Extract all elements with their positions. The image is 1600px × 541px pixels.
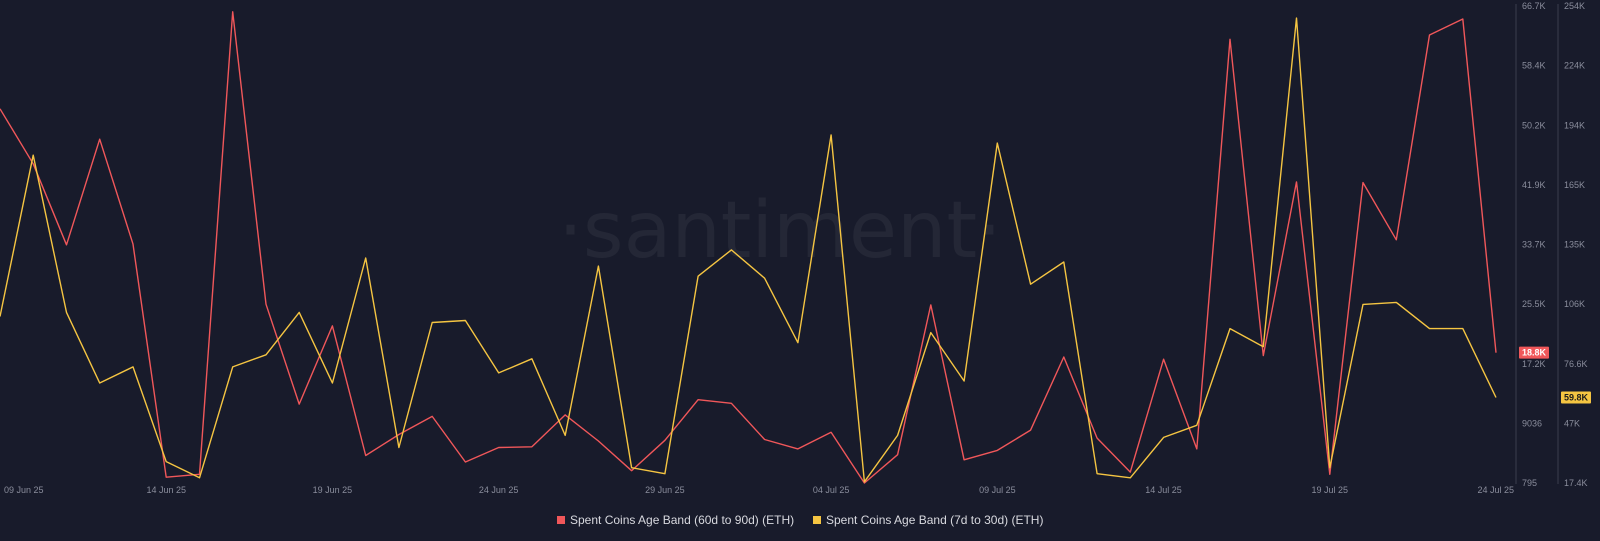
legend-label-7-30: Spent Coins Age Band (7d to 30d) (ETH): [826, 513, 1043, 527]
legend-item-60-90[interactable]: Spent Coins Age Band (60d to 90d) (ETH): [557, 513, 794, 527]
y-right-axis-ticks: 254K 224K 194K 165K 135K 106K 76.6K 47K 17.4K: [1564, 1, 1588, 488]
badge-right-bg: [1561, 391, 1591, 404]
y-right-tick-label: 135K: [1564, 240, 1585, 250]
x-tick-label: 04 Jul 25: [813, 485, 850, 495]
last-value-badges: 18.8K 59.8K: [1519, 346, 1591, 404]
y-left-tick-label: 50.2K: [1522, 120, 1546, 130]
series-line-7-30: [0, 17, 1497, 483]
y-left-tick-label: 58.4K: [1522, 61, 1546, 71]
y-left-tick-label: 9036: [1522, 418, 1542, 428]
y-left-tick-label: 25.5K: [1522, 299, 1546, 309]
series-layer: [0, 11, 1497, 484]
watermark: ·santiment·: [558, 186, 1002, 276]
y-left-tick-label: 795: [1522, 478, 1537, 488]
y-right-tick-label: 254K: [1564, 1, 1585, 11]
x-tick-label: 14 Jul 25: [1145, 485, 1182, 495]
legend-label-60-90: Spent Coins Age Band (60d to 90d) (ETH): [570, 513, 794, 527]
y-left-tick-label: 66.7K: [1522, 1, 1546, 11]
y-right-tick-label: 106K: [1564, 299, 1585, 309]
x-axis-ticks: 09 Jun 25 14 Jun 25 19 Jun 25 24 Jun 25 29 J…: [4, 485, 1514, 495]
x-tick-label: 19 Jun 25: [313, 485, 353, 495]
y-right-tick-label: 165K: [1564, 180, 1585, 190]
legend-swatch-60-90: [557, 516, 565, 524]
x-tick-label: 24 Jul 25: [1477, 485, 1514, 495]
x-tick-label: 19 Jul 25: [1312, 485, 1349, 495]
badge-left-value: 18.8K: [1522, 348, 1547, 358]
series-line-60-90: [0, 11, 1497, 484]
x-tick-label: 14 Jun 25: [146, 485, 186, 495]
y-right-tick-label: 224K: [1564, 61, 1585, 71]
x-tick-label: 09 Jul 25: [979, 485, 1016, 495]
x-tick-label: 09 Jun 25: [4, 485, 44, 495]
y-left-tick-label: 41.9K: [1522, 180, 1546, 190]
legend-item-7-30[interactable]: Spent Coins Age Band (7d to 30d) (ETH): [813, 513, 1043, 527]
y-right-tick-label: 17.4K: [1564, 478, 1588, 488]
x-tick-label: 29 Jun 25: [645, 485, 685, 495]
y-right-tick-label: 47K: [1564, 418, 1580, 428]
y-left-axis-ticks: 66.7K 58.4K 50.2K 41.9K 33.7K 25.5K 17.2K 9036 7…: [1522, 1, 1546, 488]
y-left-tick-label: 17.2K: [1522, 359, 1546, 369]
legend: Spent Coins Age Band (60d to 90d) (ETH) …: [557, 513, 1043, 527]
badge-left-bg: [1519, 346, 1549, 359]
y-right-tick-label: 194K: [1564, 120, 1585, 130]
y-right-tick-label: 76.6K: [1564, 359, 1588, 369]
badge-right-value: 59.8K: [1564, 393, 1589, 403]
x-tick-label: 24 Jun 25: [479, 485, 519, 495]
axis-lines: [1515, 4, 1559, 484]
legend-swatch-7-30: [813, 516, 821, 524]
y-left-tick-label: 33.7K: [1522, 240, 1546, 250]
